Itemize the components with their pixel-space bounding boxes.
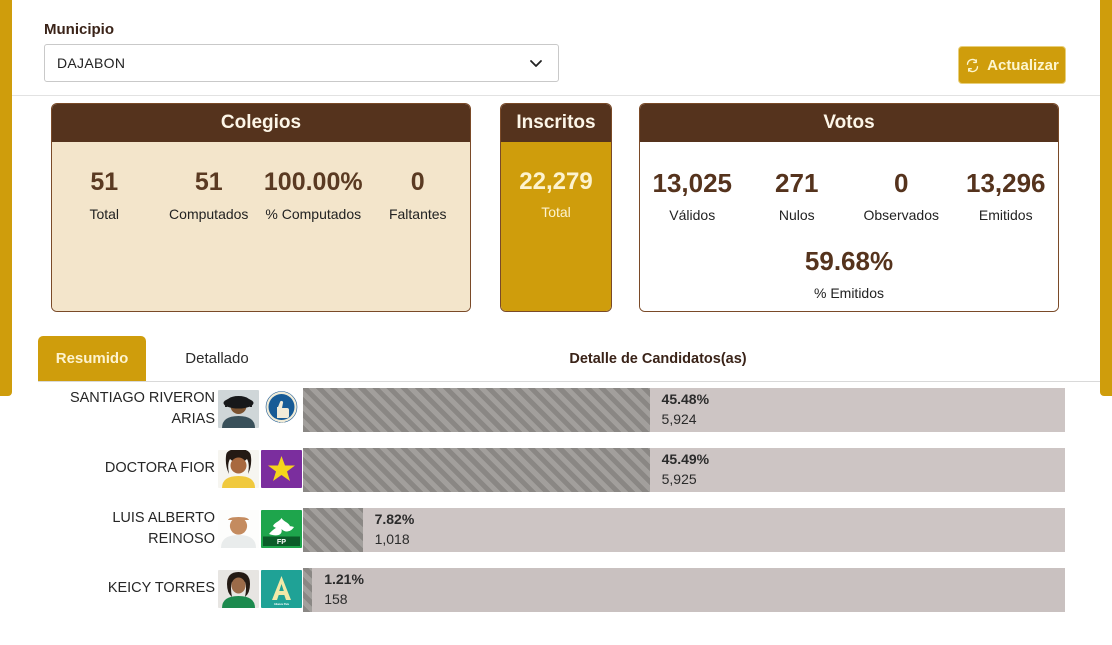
svg-text:PJM: PJM bbox=[278, 420, 285, 424]
svg-text:Alianza Pais: Alianza Pais bbox=[274, 602, 290, 606]
svg-text:FP: FP bbox=[277, 537, 286, 546]
